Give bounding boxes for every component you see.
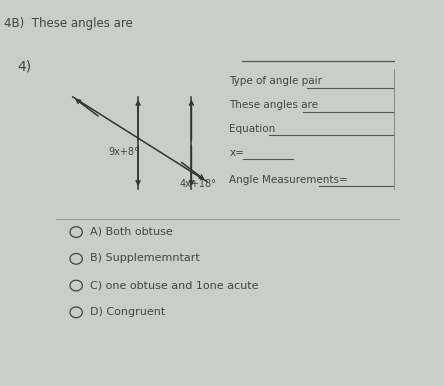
Text: B) Supplememntart: B) Supplememntart (90, 253, 200, 263)
Text: 4): 4) (18, 60, 32, 74)
Text: D) Congruent: D) Congruent (90, 307, 165, 317)
Text: Type of angle pair: Type of angle pair (229, 76, 322, 86)
Text: 4x+18°: 4x+18° (179, 179, 216, 190)
Text: These angles are: These angles are (229, 100, 318, 110)
Text: A) Both obtuse: A) Both obtuse (90, 227, 173, 237)
Text: 4B)  These angles are: 4B) These angles are (4, 17, 137, 30)
Text: 9x+8°: 9x+8° (109, 147, 139, 157)
Text: x=: x= (229, 148, 244, 158)
Text: Equation: Equation (229, 124, 276, 134)
Text: C) one obtuse and 1one acute: C) one obtuse and 1one acute (90, 280, 258, 290)
Text: Angle Measurements=: Angle Measurements= (229, 174, 348, 185)
